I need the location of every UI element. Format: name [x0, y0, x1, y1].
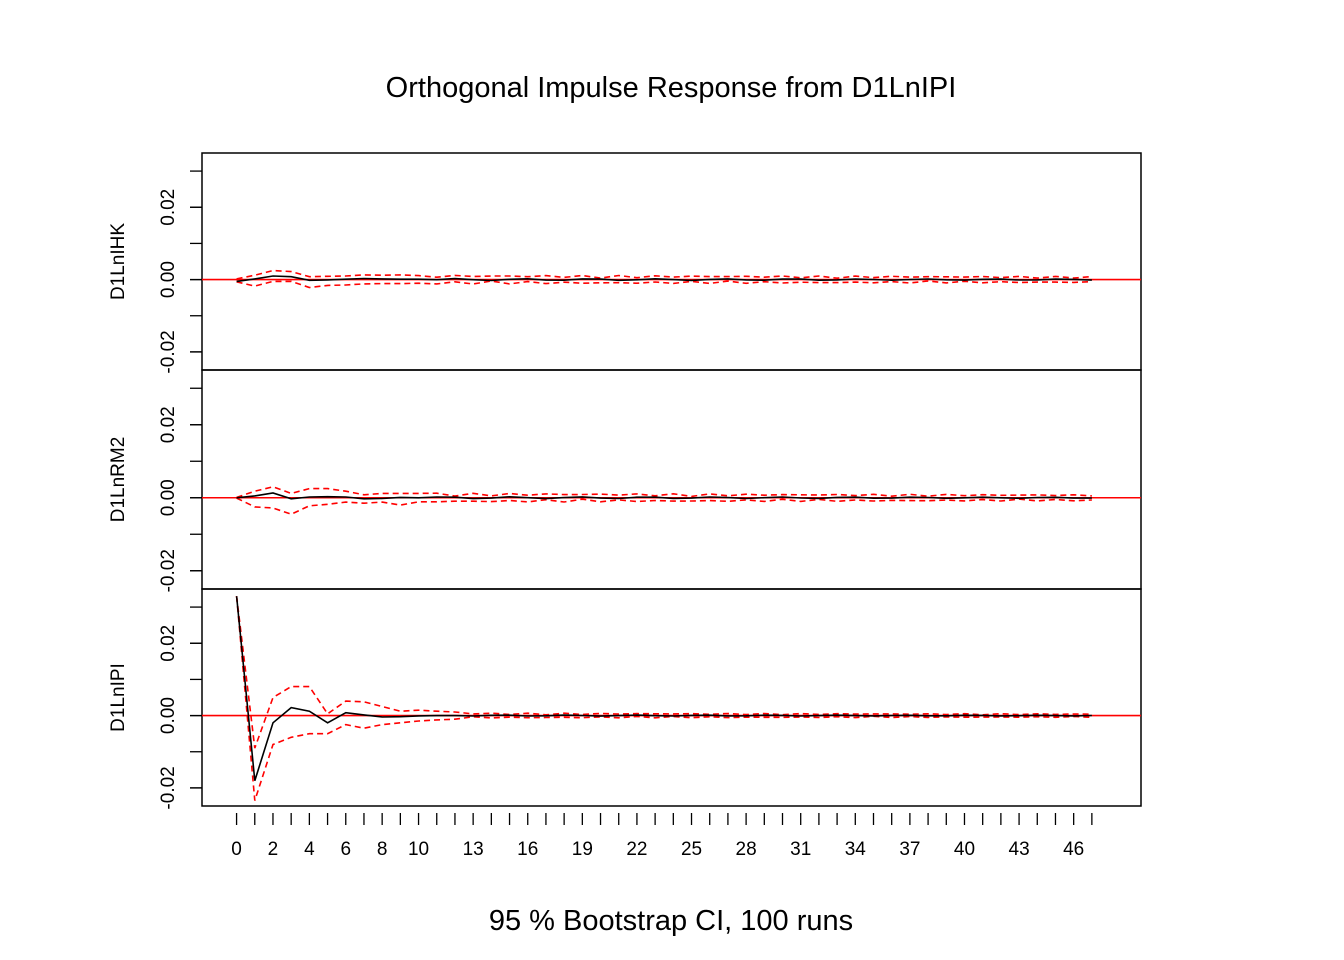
panel-frame-D1LnRM2 — [201, 369, 1142, 590]
y-axis-label-D1LnRM2: D1LnRM2 — [108, 437, 129, 523]
x-tick-label: 43 — [1009, 839, 1030, 860]
y-tick-label: 0.02 — [158, 406, 179, 443]
chart-title: Orthogonal Impulse Response from D1LnIPI — [386, 72, 957, 104]
y-axis-label-D1LnIHK: D1LnIHK — [108, 223, 129, 300]
panel-frame-D1LnIHK — [201, 152, 1142, 371]
x-tick-label: 6 — [340, 839, 351, 860]
x-tick-label: 8 — [377, 839, 388, 860]
y-axis-label-D1LnIPI: D1LnIPI — [108, 663, 129, 732]
y-tick-label: -0.02 — [158, 549, 179, 592]
x-tick-label: 2 — [268, 839, 279, 860]
x-tick-label: 13 — [463, 839, 484, 860]
chart-caption: 95 % Bootstrap CI, 100 runs — [489, 905, 853, 937]
ci-upper-D1LnIPI — [235, 596, 1092, 749]
irf-line-D1LnRM2 — [236, 492, 1092, 500]
x-tick-label: 4 — [304, 839, 315, 860]
x-tick-label: 10 — [408, 839, 429, 860]
y-tick-label: 0.00 — [158, 261, 179, 298]
x-tick-label: 37 — [899, 839, 920, 860]
ci-upper-D1LnIHK — [236, 269, 1092, 280]
ci-lower-D1LnRM2 — [236, 497, 1092, 516]
y-tick-label: -0.02 — [158, 330, 179, 373]
x-tick-label: 31 — [790, 839, 811, 860]
panel-frame-D1LnIPI — [201, 588, 1142, 807]
x-tick-label: 46 — [1063, 839, 1084, 860]
x-tick-label: 22 — [626, 839, 647, 860]
x-tick-label: 25 — [681, 839, 702, 860]
y-tick-label: 0.02 — [158, 189, 179, 226]
ci-lower-D1LnIPI — [235, 596, 1092, 801]
x-tick-label: 28 — [736, 839, 757, 860]
irf-line-D1LnIHK — [236, 275, 1092, 283]
x-tick-label: 34 — [845, 839, 867, 860]
x-tick-label: 40 — [954, 839, 975, 860]
y-tick-label: -0.02 — [158, 766, 179, 809]
y-tick-label: 0.00 — [158, 479, 179, 516]
ci-upper-D1LnRM2 — [236, 485, 1092, 499]
ci-lower-D1LnIHK — [236, 280, 1092, 289]
y-tick-label: 0.02 — [158, 625, 179, 662]
x-tick-label: 16 — [517, 839, 538, 860]
plot-layer: -0.02 0.00 0.02 D1LnIHK -0.02 0.00 0.02 D1LnRM2… — [108, 152, 1142, 860]
x-tick-label: 0 — [231, 839, 242, 860]
irf-line-D1LnIPI — [235, 596, 1092, 781]
x-tick-label: 19 — [572, 839, 593, 860]
y-tick-label: 0.00 — [158, 697, 179, 734]
